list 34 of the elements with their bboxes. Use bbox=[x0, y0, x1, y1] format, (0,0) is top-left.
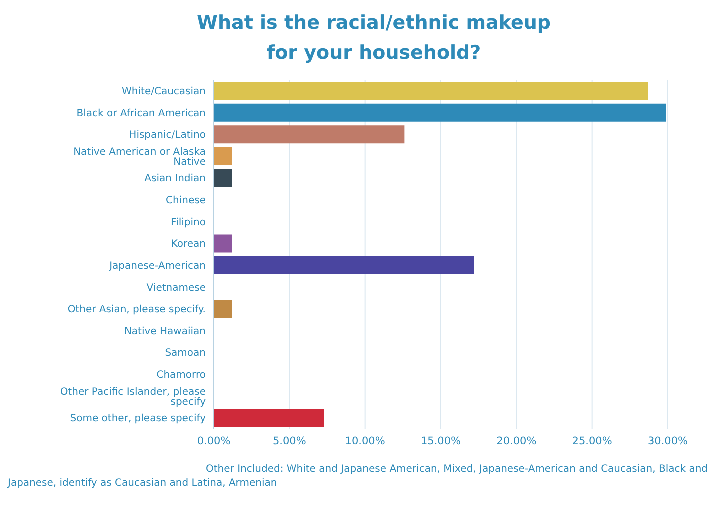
y-tick-label: Samoan bbox=[165, 348, 206, 360]
bar bbox=[214, 147, 232, 166]
y-tick-label: Native Hawaiian bbox=[124, 326, 206, 338]
y-tick-label: Other Pacific Islander, please specify bbox=[60, 386, 206, 408]
bar bbox=[214, 126, 405, 144]
y-tick-label: Vietnamese bbox=[146, 282, 206, 294]
bar bbox=[214, 300, 232, 318]
y-tick-label: Chinese bbox=[166, 196, 206, 207]
y-tick-label: Some other, please specify bbox=[70, 414, 206, 425]
chart-title: What is the racial/ethnic makeup for your household? bbox=[196, 11, 552, 66]
x-tick-label: 0.00% bbox=[197, 435, 231, 448]
x-tick-label: 20.00% bbox=[496, 435, 537, 448]
bar bbox=[214, 256, 474, 274]
bar bbox=[214, 104, 666, 122]
y-tick-label: Japanese-American bbox=[108, 260, 206, 272]
y-tick-label: Black or African American bbox=[76, 108, 206, 120]
y-tick-label: Other Asian, please specify. bbox=[68, 304, 206, 316]
y-tick-label: Native American or Alaska Native bbox=[74, 146, 206, 168]
x-tick-label: 25.00% bbox=[572, 435, 612, 448]
bar bbox=[214, 234, 232, 253]
x-tick-label: 15.00% bbox=[420, 435, 462, 448]
y-tick-label: White/Caucasian bbox=[122, 86, 206, 98]
x-tick-label: 5.00% bbox=[272, 435, 306, 448]
bar bbox=[214, 82, 648, 100]
y-tick-label: Hispanic/Latino bbox=[129, 130, 206, 142]
y-tick-label: Korean bbox=[171, 239, 206, 250]
bar bbox=[214, 169, 232, 188]
y-tick-label: Chamorro bbox=[156, 370, 206, 382]
y-tick-label: Filipino bbox=[171, 217, 206, 228]
bar bbox=[214, 409, 324, 428]
y-tick-label: Asian Indian bbox=[144, 174, 206, 185]
x-tick-label: 10.00% bbox=[345, 435, 386, 448]
x-tick-label: 30.00% bbox=[648, 435, 688, 448]
text: Other Included: White and Japanese American, Mixed, Japanese-American and Caucasian, Black and Japanese, identify as Caucasian and Latina, Armenian bbox=[8, 463, 710, 491]
